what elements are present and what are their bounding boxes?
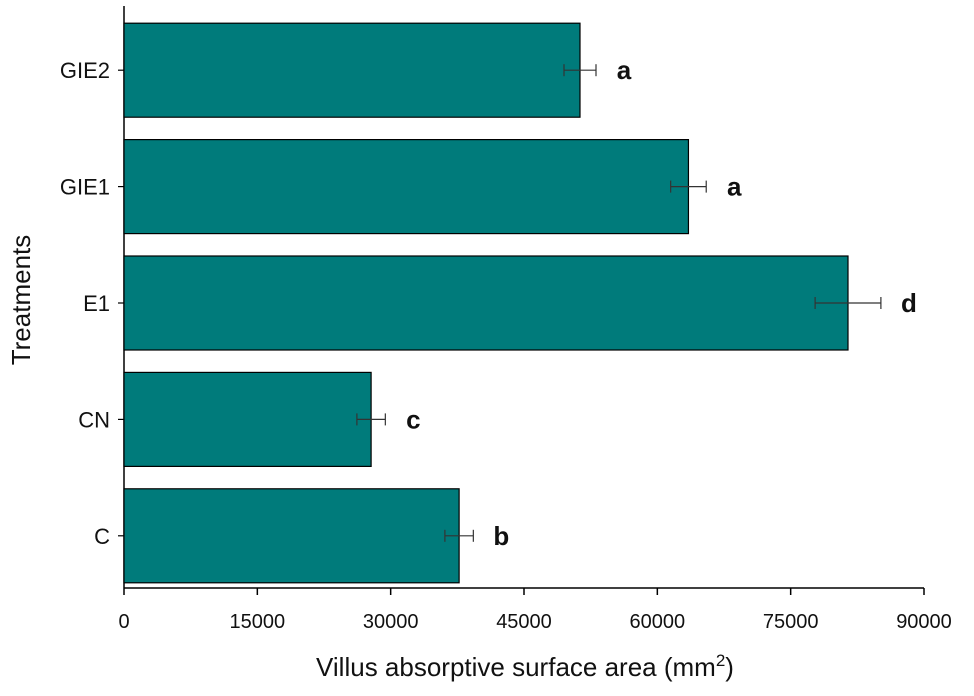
y-tick-label: GIE2	[60, 58, 110, 83]
bar	[123, 22, 581, 118]
significance-letter: a	[727, 172, 742, 202]
y-tick-label: CN	[78, 407, 110, 432]
x-tick-label: 30000	[363, 611, 419, 633]
bar	[123, 488, 460, 584]
x-axis-title-sup: 2	[716, 651, 725, 670]
bar	[123, 371, 372, 467]
significance-letter: b	[493, 521, 509, 551]
bar	[123, 139, 690, 235]
bar	[123, 255, 849, 351]
x-axis-title-end: )	[725, 652, 734, 682]
error-bar	[356, 413, 386, 426]
x-tick-label: 45000	[496, 611, 552, 633]
y-tick-label: C	[94, 524, 110, 549]
x-tick-label: 60000	[630, 611, 686, 633]
significance-letter: a	[617, 55, 632, 85]
x-axis-title: Villus absorptive surface area (mm2)	[316, 651, 734, 682]
error-bar	[670, 180, 707, 193]
x-tick-label: 90000	[896, 611, 952, 633]
y-tick-label: GIE1	[60, 175, 110, 200]
error-bar	[444, 529, 474, 542]
error-bar	[814, 297, 882, 309]
significance-letter: d	[901, 288, 917, 318]
error-bar	[563, 64, 597, 77]
y-tick-label: E1	[83, 291, 110, 316]
x-axis-title-main: Villus absorptive surface area (mm	[316, 652, 716, 682]
x-tick-label: 15000	[230, 611, 286, 633]
y-axis-title: Treatments	[6, 235, 36, 366]
x-tick-label: 0	[118, 611, 129, 633]
significance-letter: c	[406, 404, 420, 434]
x-tick-label: 75000	[763, 611, 819, 633]
